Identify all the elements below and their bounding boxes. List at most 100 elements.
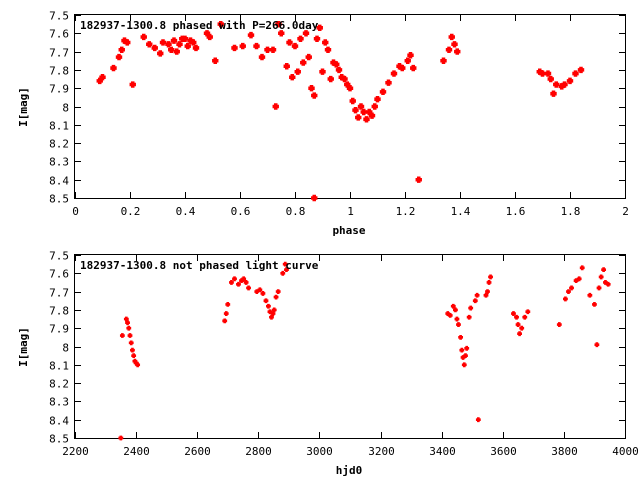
- data-point: [115, 53, 123, 61]
- data-point: [119, 333, 125, 338]
- x-tick-label: 4000: [612, 445, 639, 458]
- x-tick-label: 0.4: [176, 205, 196, 218]
- data-point: [547, 75, 554, 83]
- data-point: [456, 322, 461, 327]
- data-point: [173, 48, 180, 55]
- data-point: [308, 85, 315, 92]
- data-point: [260, 291, 266, 296]
- data-point: [466, 314, 472, 320]
- data-point: [140, 33, 147, 41]
- data-point: [448, 33, 455, 41]
- data-point: [157, 50, 164, 57]
- data-point: [257, 287, 263, 293]
- data-point: [264, 46, 271, 53]
- data-point: [561, 81, 568, 88]
- data-point: [515, 322, 521, 327]
- data-point: [258, 53, 266, 61]
- data-point: [275, 20, 282, 28]
- data-point: [360, 108, 367, 116]
- chart-title: 182937-1300.8 not phased light curve: [80, 259, 319, 272]
- data-point: [280, 270, 286, 276]
- data-point: [118, 46, 125, 53]
- data-point: [236, 281, 241, 287]
- x-axis-ticks: 2200 2400 2600 2800 3000 3200 3400 3600 3800 4000: [62, 255, 639, 458]
- y-tick-label: 8.1: [49, 360, 69, 373]
- data-point: [385, 79, 392, 86]
- y-axis-label: I[mag]: [17, 327, 30, 367]
- data-point: [243, 280, 249, 285]
- data-point: [399, 64, 406, 72]
- x-tick-label: 3200: [368, 445, 395, 458]
- data-point: [278, 30, 285, 37]
- data-point: [464, 345, 470, 351]
- data-point: [566, 289, 571, 294]
- data-point: [129, 81, 136, 88]
- data-point: [440, 57, 447, 64]
- x-tick-label: 3600: [490, 445, 517, 458]
- data-point: [468, 305, 474, 311]
- x-tick-label: 3000: [306, 445, 333, 458]
- plot-frame: [74, 254, 626, 439]
- y-tick-label: 8.2: [49, 378, 69, 391]
- data-point: [165, 41, 172, 48]
- data-point: [311, 194, 318, 202]
- y-tick-label: 8: [62, 342, 69, 355]
- data-point: [363, 116, 370, 123]
- data-point: [99, 74, 106, 81]
- data-point: [225, 302, 231, 307]
- data-point: [553, 81, 560, 88]
- data-point: [273, 294, 279, 300]
- y-tick-label: 8.3: [49, 396, 69, 409]
- data-point: [475, 417, 481, 423]
- chart-title: 182937-1300.8 phased with P=266.0day: [80, 19, 319, 32]
- data-point: [300, 59, 307, 66]
- data-point: [239, 42, 246, 50]
- data-point: [266, 303, 271, 309]
- y-tick-label: 8: [62, 102, 69, 115]
- data-point: [128, 340, 134, 346]
- data-points: [118, 261, 611, 441]
- data-point: [592, 302, 597, 307]
- data-point: [247, 31, 255, 39]
- data-point: [275, 289, 281, 294]
- data-point: [407, 52, 414, 59]
- data-point: [601, 267, 607, 273]
- data-points: [96, 20, 585, 202]
- data-point: [286, 39, 293, 46]
- data-point: [346, 85, 354, 92]
- data-point: [483, 292, 489, 298]
- y-tick-label: 7.8: [49, 305, 69, 318]
- data-point: [284, 267, 289, 273]
- data-point: [124, 39, 131, 46]
- data-point: [596, 285, 602, 291]
- data-point: [486, 280, 492, 285]
- data-point: [587, 292, 593, 298]
- data-point: [474, 292, 480, 298]
- data-point: [289, 74, 296, 81]
- data-point: [127, 333, 133, 338]
- data-point: [222, 318, 228, 324]
- data-point: [333, 61, 340, 68]
- x-tick-label: 2400: [123, 445, 150, 458]
- data-point: [450, 303, 456, 309]
- y-tick-label: 7.7: [49, 287, 69, 300]
- data-point: [511, 311, 516, 316]
- data-point: [125, 320, 130, 326]
- y-axis-label: I[mag]: [17, 87, 30, 127]
- data-point: [313, 35, 321, 42]
- data-point: [322, 39, 329, 46]
- data-point: [212, 57, 219, 64]
- data-point: [130, 347, 135, 353]
- data-point: [335, 66, 343, 74]
- y-tick-label: 7.9: [49, 83, 69, 96]
- data-point: [550, 90, 557, 97]
- data-point: [159, 39, 167, 46]
- data-point: [241, 276, 247, 282]
- y-tick-label: 8.4: [49, 175, 69, 188]
- y-tick-label: 7.6: [49, 28, 69, 41]
- data-point: [311, 92, 318, 99]
- data-point: [151, 44, 158, 52]
- data-point: [184, 42, 191, 50]
- data-point: [566, 77, 574, 85]
